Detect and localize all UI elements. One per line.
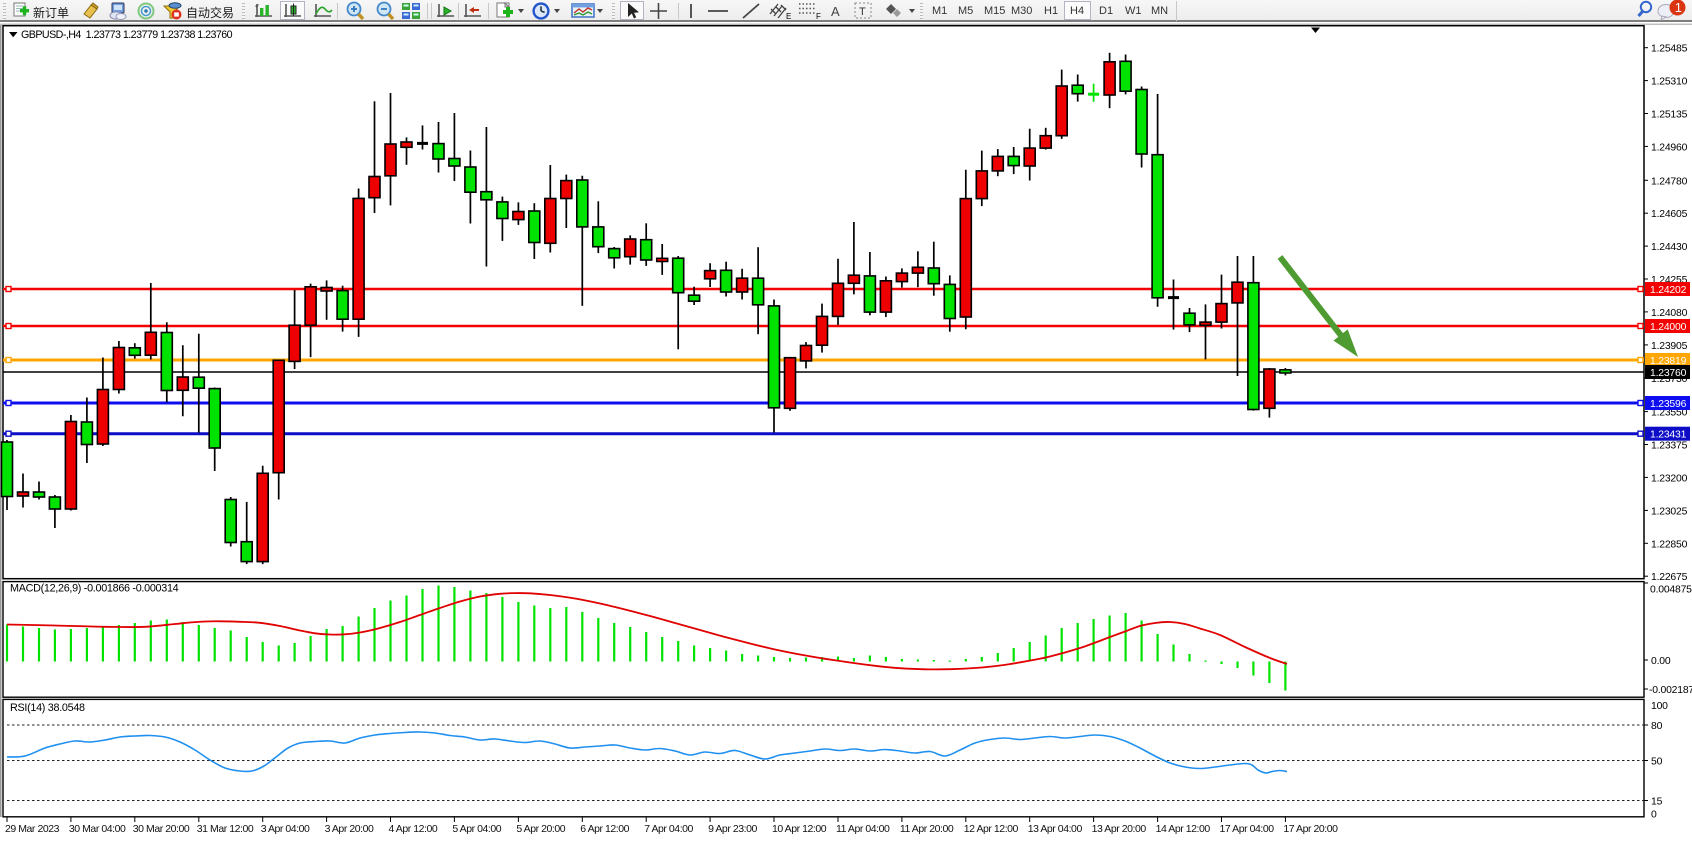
svg-text:30 Mar 04:00: 30 Mar 04:00 xyxy=(69,823,126,835)
svg-text:RSI(14) 38.0548: RSI(14) 38.0548 xyxy=(10,702,85,714)
svg-text:1.23596: 1.23596 xyxy=(1650,399,1687,410)
svg-text:1.23431: 1.23431 xyxy=(1650,430,1687,441)
svg-text:50: 50 xyxy=(1651,757,1663,768)
svg-text:0.004875: 0.004875 xyxy=(1650,585,1692,596)
svg-text:15: 15 xyxy=(1651,797,1663,808)
svg-text:1.23730: 1.23730 xyxy=(1651,374,1688,385)
svg-text:MACD(12,26,9) -0.001866 -0.000: MACD(12,26,9) -0.001866 -0.000314 xyxy=(10,583,179,595)
svg-text:1.23905: 1.23905 xyxy=(1651,341,1688,352)
svg-text:1.24202: 1.24202 xyxy=(1650,285,1687,296)
svg-text:1.25135: 1.25135 xyxy=(1651,110,1688,121)
svg-text:1.24255: 1.24255 xyxy=(1651,275,1688,286)
svg-text:1.23025: 1.23025 xyxy=(1651,506,1688,517)
svg-text:4 Apr 12:00: 4 Apr 12:00 xyxy=(389,823,438,835)
svg-text:6 Apr 12:00: 6 Apr 12:00 xyxy=(580,823,629,835)
svg-text:1.23200: 1.23200 xyxy=(1651,473,1688,484)
svg-text:1.24000: 1.24000 xyxy=(1650,322,1687,333)
svg-text:3 Apr 04:00: 3 Apr 04:00 xyxy=(261,823,310,835)
svg-text:9 Apr 23:00: 9 Apr 23:00 xyxy=(708,823,757,835)
svg-text:1.23819: 1.23819 xyxy=(1650,356,1687,367)
svg-text:0: 0 xyxy=(1651,810,1657,821)
svg-text:30 Mar 20:00: 30 Mar 20:00 xyxy=(133,823,190,835)
svg-text:14 Apr 12:00: 14 Apr 12:00 xyxy=(1156,823,1211,835)
svg-text:3 Apr 20:00: 3 Apr 20:00 xyxy=(325,823,374,835)
svg-text:E: E xyxy=(786,12,791,21)
svg-text:GBPUSD-,H4 1.23773 1.23779 1.: GBPUSD-,H4 1.23773 1.23779 1.23738 1.237… xyxy=(21,29,233,41)
svg-text:11 Apr 20:00: 11 Apr 20:00 xyxy=(900,823,954,835)
svg-text:1: 1 xyxy=(1675,0,1682,15)
svg-text:1.25485: 1.25485 xyxy=(1651,44,1688,55)
svg-text:1.23375: 1.23375 xyxy=(1651,441,1688,452)
svg-text:80: 80 xyxy=(1651,721,1663,732)
svg-text:1.24960: 1.24960 xyxy=(1651,142,1688,153)
svg-text:29 Mar 2023: 29 Mar 2023 xyxy=(5,823,60,835)
svg-text:12 Apr 12:00: 12 Apr 12:00 xyxy=(964,823,1019,835)
svg-text:F: F xyxy=(816,12,821,21)
svg-text:11 Apr 04:00: 11 Apr 04:00 xyxy=(836,823,890,835)
svg-text:1.25310: 1.25310 xyxy=(1651,77,1688,88)
svg-text:1.23760: 1.23760 xyxy=(1650,368,1687,379)
svg-text:1.24430: 1.24430 xyxy=(1651,242,1688,253)
svg-text:1.24780: 1.24780 xyxy=(1651,176,1688,187)
svg-text:1.24080: 1.24080 xyxy=(1651,308,1688,319)
svg-text:1.23550: 1.23550 xyxy=(1651,408,1688,419)
svg-text:0.00: 0.00 xyxy=(1651,656,1671,667)
svg-text:10 Apr 12:00: 10 Apr 12:00 xyxy=(772,823,827,835)
svg-text:1.22850: 1.22850 xyxy=(1651,539,1688,550)
svg-text:1.22675: 1.22675 xyxy=(1651,572,1688,583)
svg-text:-0.002187: -0.002187 xyxy=(1649,685,1692,696)
svg-text:T: T xyxy=(859,6,866,18)
svg-text:5 Apr 04:00: 5 Apr 04:00 xyxy=(452,823,501,835)
svg-text:7 Apr 04:00: 7 Apr 04:00 xyxy=(644,823,693,835)
svg-text:13 Apr 20:00: 13 Apr 20:00 xyxy=(1092,823,1147,835)
svg-text:31 Mar 12:00: 31 Mar 12:00 xyxy=(197,823,254,835)
svg-text:100: 100 xyxy=(1651,701,1668,712)
svg-text:17 Apr 04:00: 17 Apr 04:00 xyxy=(1220,823,1275,835)
svg-text:17 Apr 20:00: 17 Apr 20:00 xyxy=(1283,823,1338,835)
svg-text:5 Apr 20:00: 5 Apr 20:00 xyxy=(516,823,565,835)
svg-text:13 Apr 04:00: 13 Apr 04:00 xyxy=(1028,823,1083,835)
svg-text:1.24605: 1.24605 xyxy=(1651,209,1688,220)
